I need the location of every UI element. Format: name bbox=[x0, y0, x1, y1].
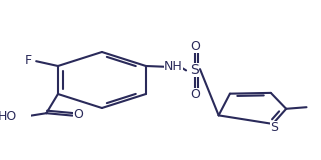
Text: O: O bbox=[190, 40, 200, 53]
Text: S: S bbox=[270, 121, 278, 134]
Text: HO: HO bbox=[0, 110, 17, 123]
Text: F: F bbox=[25, 54, 32, 67]
Text: NH: NH bbox=[164, 60, 183, 73]
Text: O: O bbox=[73, 108, 83, 121]
Text: S: S bbox=[190, 63, 199, 77]
Text: O: O bbox=[190, 88, 200, 101]
